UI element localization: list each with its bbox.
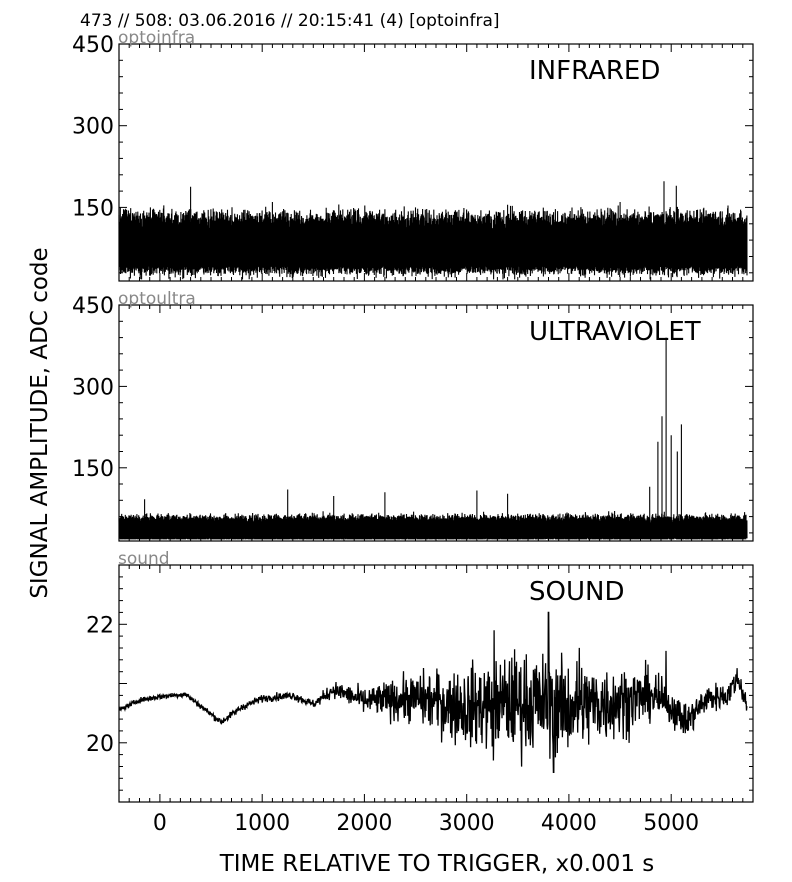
y-tick-label: 450 xyxy=(72,33,114,58)
x-tick-label: 3000 xyxy=(439,811,495,836)
y-tick-label: 20 xyxy=(86,732,114,757)
x-axis-label: TIME RELATIVE TO TRIGGER, x0.001 s xyxy=(219,851,655,877)
source-label: sound xyxy=(118,549,170,569)
x-tick-label: 4000 xyxy=(541,811,597,836)
series-trace xyxy=(118,337,748,540)
y-tick-label: 300 xyxy=(72,115,114,140)
source-label: optoultra xyxy=(118,289,196,309)
panel-sound: 22 20 0 1000 2000 3000 4000 5000 sound SOUND xyxy=(86,549,754,836)
y-tick-label: 22 xyxy=(86,613,114,638)
panel-title: INFRARED xyxy=(529,56,660,86)
x-tick-label: 2000 xyxy=(336,811,392,836)
panel-infrared: 450 300 150 optoinfra INFRARED xyxy=(72,28,754,282)
source-label: optoinfra xyxy=(118,28,195,48)
figure-header: 473 // 508: 03.06.2016 // 20:15:41 (4) [… xyxy=(80,11,500,31)
y-tick-label: 300 xyxy=(72,375,114,400)
y-tick-label: 450 xyxy=(72,294,114,319)
panel-title: SOUND xyxy=(529,577,624,607)
x-tick-label: 5000 xyxy=(643,811,699,836)
series-trace xyxy=(118,181,748,280)
panel-ultraviolet: 450 300 150 optoultra ULTRAVIOLET xyxy=(72,289,754,542)
x-tick-label: 0 xyxy=(153,811,167,836)
panel-title: ULTRAVIOLET xyxy=(529,317,701,347)
y-tick-label: 150 xyxy=(72,457,114,482)
series-trace xyxy=(118,611,748,774)
y-axis-label: SIGNAL AMPLITUDE, ADC code xyxy=(27,247,53,598)
x-tick-label: 1000 xyxy=(234,811,290,836)
y-tick-label: 150 xyxy=(72,196,114,221)
